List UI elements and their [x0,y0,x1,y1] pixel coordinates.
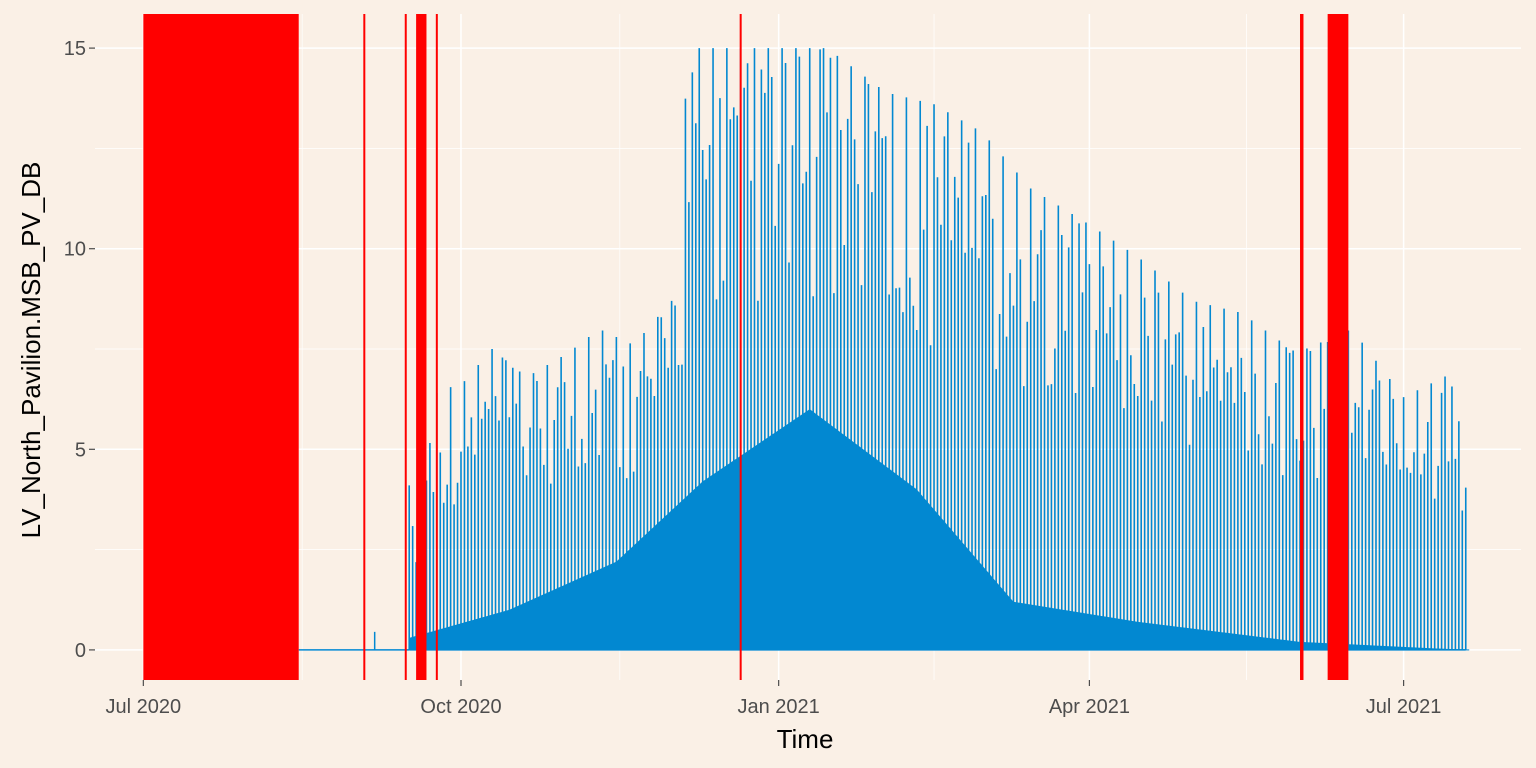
series-area [409,409,1466,650]
y-tick-label: 10 [64,239,86,261]
y-axis-title: LV_North_Pavilion.MSB_PV_DB [16,162,46,539]
y-tick-label: 5 [75,439,86,461]
highlight-layer [143,14,1349,680]
highlight-region [416,14,427,680]
x-tick-label: Jul 2020 [106,696,182,718]
x-tick-label: Jan 2021 [738,696,820,718]
x-axis-title: Time [777,724,834,754]
highlight-region [1300,14,1304,680]
y-tick-label: 0 [75,640,86,662]
series-layer [298,48,1470,651]
x-tick-label: Jul 2021 [1366,696,1442,718]
y-tick-label: 15 [64,38,86,60]
x-tick-label: Apr 2021 [1049,696,1130,718]
x-axis: Jul 2020 Oct 2020 Jan 2021 Apr 2021 Jul 2021 [106,680,1442,718]
y-axis: 0 5 10 15 [64,38,95,662]
x-tick-label: Oct 2020 [420,696,501,718]
highlight-region [143,14,299,680]
highlight-region [1327,14,1349,680]
